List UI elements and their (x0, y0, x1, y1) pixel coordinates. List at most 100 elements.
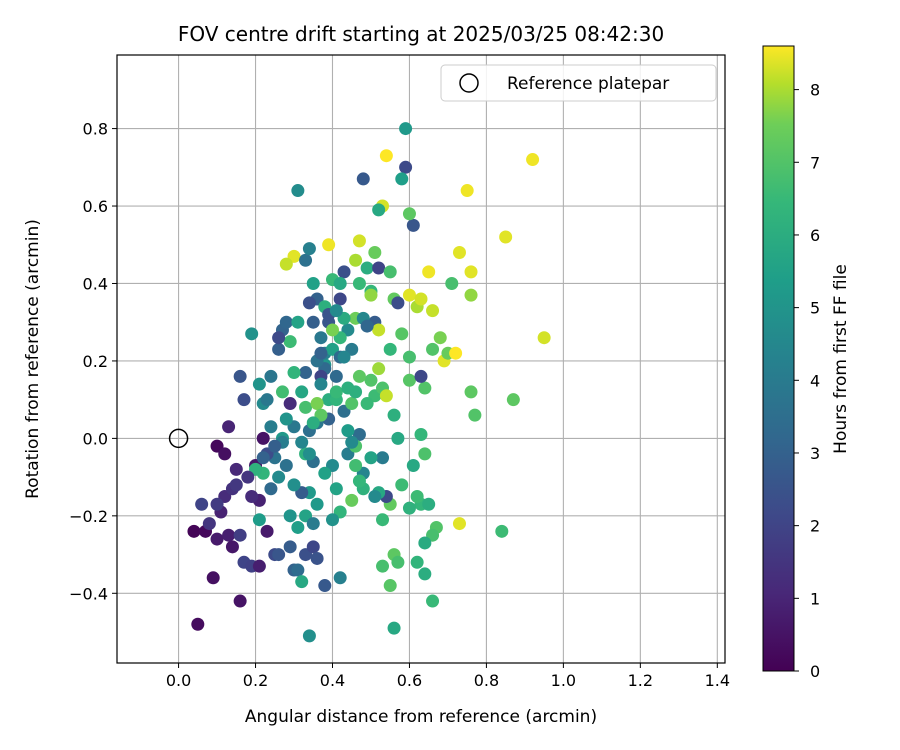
colorbar-tick-label: 3 (810, 444, 820, 463)
data-point (264, 482, 278, 496)
data-point (360, 261, 374, 275)
data-point (272, 331, 286, 345)
data-point (445, 276, 459, 290)
data-point (426, 342, 440, 356)
data-point (329, 385, 343, 399)
data-point (329, 304, 343, 318)
data-point (418, 536, 432, 550)
data-point (464, 288, 478, 302)
data-point (372, 362, 386, 376)
data-point (295, 435, 309, 449)
data-point (229, 462, 243, 476)
data-point (310, 497, 324, 511)
data-point (356, 172, 370, 186)
data-point (256, 451, 270, 465)
data-point (202, 517, 216, 531)
chart-title: FOV centre drift starting at 2025/03/25 … (178, 22, 664, 46)
data-point (376, 451, 390, 465)
x-tick-label: 0.0 (166, 671, 191, 690)
x-tick-label: 0.8 (474, 671, 499, 690)
data-point (368, 489, 382, 503)
colorbar-label: Hours from first FF file (831, 264, 851, 454)
x-tick-label: 1.0 (551, 671, 576, 690)
reference-platepar-marker (168, 428, 189, 449)
data-point (433, 331, 447, 345)
data-point (452, 246, 466, 260)
data-point (264, 369, 278, 383)
data-point (337, 350, 351, 364)
data-point (275, 385, 289, 399)
data-point (302, 629, 316, 643)
data-point (302, 296, 316, 310)
data-point (352, 234, 366, 248)
y-axis-ticks: −0.4 −0.2 0.0 0.2 0.4 0.6 0.8 (69, 120, 117, 603)
data-point (279, 458, 293, 472)
legend-box (440, 64, 717, 102)
y-tick-label: 0.6 (83, 197, 108, 216)
data-point (218, 447, 232, 461)
data-point (376, 513, 390, 527)
data-point (341, 381, 355, 395)
data-point (256, 431, 270, 445)
data-point (387, 621, 401, 635)
data-point (333, 571, 347, 585)
data-point (345, 435, 359, 449)
data-point (279, 257, 293, 271)
data-point (191, 617, 205, 631)
x-tick-label: 1.2 (628, 671, 653, 690)
data-point (410, 555, 424, 569)
data-point (245, 489, 259, 503)
data-point (210, 532, 224, 546)
data-point (325, 513, 339, 527)
data-point (364, 451, 378, 465)
data-point (283, 335, 297, 349)
data-point (418, 447, 432, 461)
data-point (526, 153, 540, 167)
data-point (383, 265, 397, 279)
data-point (233, 528, 247, 542)
data-point (364, 288, 378, 302)
data-point (210, 497, 224, 511)
colorbar-tick-label: 4 (810, 371, 820, 390)
data-point (291, 315, 305, 329)
colorbar-ticks: 0 1 2 3 4 5 6 7 8 (794, 81, 820, 681)
data-point (349, 253, 363, 267)
reference-marker (168, 428, 189, 449)
data-point (329, 482, 343, 496)
colorbar-tick-label: 6 (810, 226, 820, 245)
data-point (333, 276, 347, 290)
data-point (383, 579, 397, 593)
data-point (299, 366, 313, 380)
colorbar-tick-label: 2 (810, 517, 820, 536)
data-point (291, 563, 305, 577)
data-point (206, 571, 220, 585)
data-point (195, 497, 209, 511)
data-point (333, 292, 347, 306)
data-point (406, 218, 420, 232)
data-point (402, 373, 416, 387)
data-point (318, 579, 332, 593)
data-point (302, 242, 316, 256)
data-point (414, 292, 428, 306)
data-point (464, 385, 478, 399)
data-point (364, 373, 378, 387)
y-tick-label: 0.2 (83, 352, 108, 371)
y-tick-label: 0.0 (83, 429, 108, 448)
data-point (272, 342, 286, 356)
data-point (306, 540, 320, 554)
data-point (391, 431, 405, 445)
data-point (349, 458, 363, 472)
data-point (306, 416, 320, 430)
data-point (426, 304, 440, 318)
x-axis-label: Angular distance from reference (arcmin) (245, 707, 597, 727)
data-point (449, 346, 463, 360)
data-point (352, 369, 366, 383)
colorbar-tick-label: 0 (810, 662, 820, 681)
data-point (233, 369, 247, 383)
data-point (272, 548, 286, 562)
data-point (268, 439, 282, 453)
legend-entry-reference-platepar: Reference platepar (507, 74, 669, 94)
data-point (187, 524, 201, 538)
y-axis-label: Rotation from reference (arcmin) (23, 219, 43, 499)
colorbar-gradient (762, 45, 795, 672)
